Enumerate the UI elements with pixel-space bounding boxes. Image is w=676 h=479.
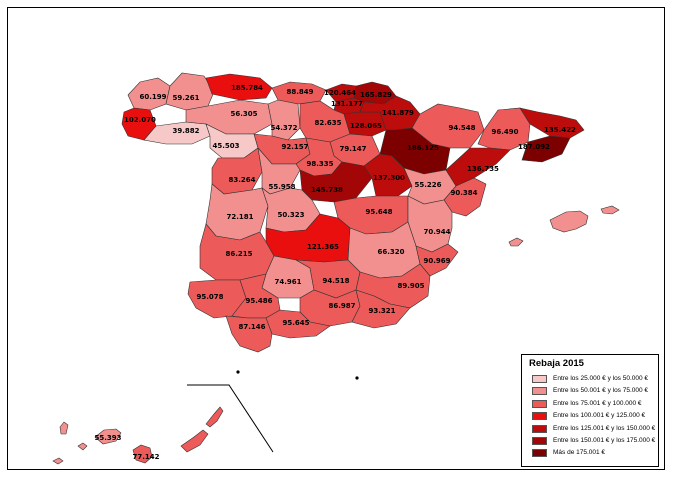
legend-swatch [532, 449, 547, 458]
province-value-label: 50.323 [277, 211, 304, 219]
province-shape [521, 135, 571, 163]
province-value-label: 39.882 [172, 127, 199, 135]
province-value-label: 55.958 [268, 183, 295, 191]
province-shape [267, 99, 301, 141]
legend: Rebaja 2015 Entre los 25.000 € y los 50.… [521, 354, 659, 467]
legend-label: Más de 175.001 € [553, 449, 606, 457]
legend-swatch [532, 375, 547, 383]
province-value-label: 98.335 [306, 160, 333, 168]
province-value-label: 141.879 [382, 109, 414, 117]
province-value-label: 55.393 [94, 434, 121, 442]
province-shape [225, 315, 273, 353]
legend-swatch [532, 399, 547, 408]
province-value-label: 102.070 [124, 116, 156, 124]
canary-inset-divider [187, 384, 274, 453]
fuerteventura-island [180, 429, 209, 453]
province-value-label: 136.735 [467, 165, 499, 173]
province-value-label: 145.738 [311, 186, 343, 194]
province-value-label: 165.829 [360, 91, 392, 99]
province-value-label: 95.078 [196, 293, 223, 301]
legend-label: Entre los 125.001 € y los 150.000 € [553, 424, 656, 432]
la-palma-island [59, 421, 69, 435]
ibiza-island [508, 237, 524, 247]
legend-label: Entre los 25.000 € y los 50.000 € [553, 375, 649, 382]
tenerife-island [94, 428, 122, 445]
legend-swatch [532, 412, 547, 421]
province-shape [265, 309, 331, 339]
legend-label: Entre los 150.001 € y los 175.000 € [553, 437, 656, 444]
province-value-label: 93.321 [368, 307, 395, 315]
province-value-label: 79.147 [339, 145, 366, 153]
province-value-label: 95.645 [282, 319, 309, 327]
province-shape [519, 107, 585, 139]
legend-label: Entre los 100.001 € y 125.000 € [553, 412, 646, 420]
province-value-label: 89.905 [397, 282, 424, 290]
province-value-label: 94.518 [322, 277, 349, 285]
province-value-label: 70.944 [423, 228, 450, 236]
province-value-label: 56.305 [230, 110, 257, 118]
legend-swatch [532, 424, 547, 433]
province-value-label: 185.784 [231, 84, 263, 92]
province-value-label: 83.264 [228, 176, 255, 184]
province-shape [205, 183, 269, 241]
legend-title: Rebaja 2015 [529, 358, 584, 369]
lanzarote-island [205, 406, 224, 428]
mallorca-island [549, 210, 589, 233]
melilla-marker [355, 376, 359, 380]
province-value-label: 88.849 [286, 88, 313, 96]
province-value-label: 137.300 [373, 174, 405, 182]
province-value-label: 90.969 [423, 257, 450, 265]
province-shape [185, 99, 273, 135]
province-value-label: 74.961 [274, 278, 301, 286]
gran-canaria-island [132, 444, 153, 464]
province-value-label: 95.486 [245, 297, 272, 305]
province-value-label: 86.215 [225, 250, 252, 258]
province-value-label: 55.226 [414, 181, 441, 189]
province-value-label: 187.092 [518, 143, 550, 151]
map-frame [7, 7, 665, 470]
province-value-label: 72.181 [226, 213, 253, 221]
province-value-label: 121.365 [307, 243, 339, 251]
ceuta-marker [236, 370, 240, 374]
province-value-label: 86.987 [328, 302, 355, 310]
province-value-label: 66.320 [377, 248, 404, 256]
province-value-label: 92.157 [281, 143, 308, 151]
legend-label: Entre los 50.001 € y los 75.000 € [553, 387, 649, 395]
el-hierro-island [52, 457, 64, 465]
province-value-label: 131.177 [331, 100, 363, 108]
province-value-label: 60.199 [139, 93, 166, 101]
province-value-label: 54.372 [270, 124, 297, 132]
legend-swatch [532, 387, 547, 396]
province-value-label: 135.422 [544, 126, 576, 134]
province-value-label: 77.142 [132, 453, 159, 461]
province-value-label: 59.261 [172, 94, 199, 102]
province-shape [351, 289, 411, 329]
province-value-label: 82.635 [314, 119, 341, 127]
province-value-label: 94.548 [448, 124, 475, 132]
province-value-label: 95.648 [365, 208, 392, 216]
province-shape [205, 73, 273, 101]
province-value-label: 120.464 [324, 89, 356, 97]
province-value-label: 96.490 [491, 128, 518, 136]
province-value-label: 128.065 [350, 122, 382, 130]
province-value-label: 45.503 [212, 142, 239, 150]
province-value-label: 90.384 [450, 189, 477, 197]
legend-swatch [532, 437, 547, 445]
menorca-island [600, 205, 620, 215]
legend-label: Entre los 75.001 € y 100.000 € [553, 399, 642, 407]
province-value-label: 87.146 [238, 323, 265, 331]
province-shape [165, 72, 215, 111]
la-gomera-island [77, 442, 88, 451]
province-value-label: 186.125 [407, 144, 439, 152]
